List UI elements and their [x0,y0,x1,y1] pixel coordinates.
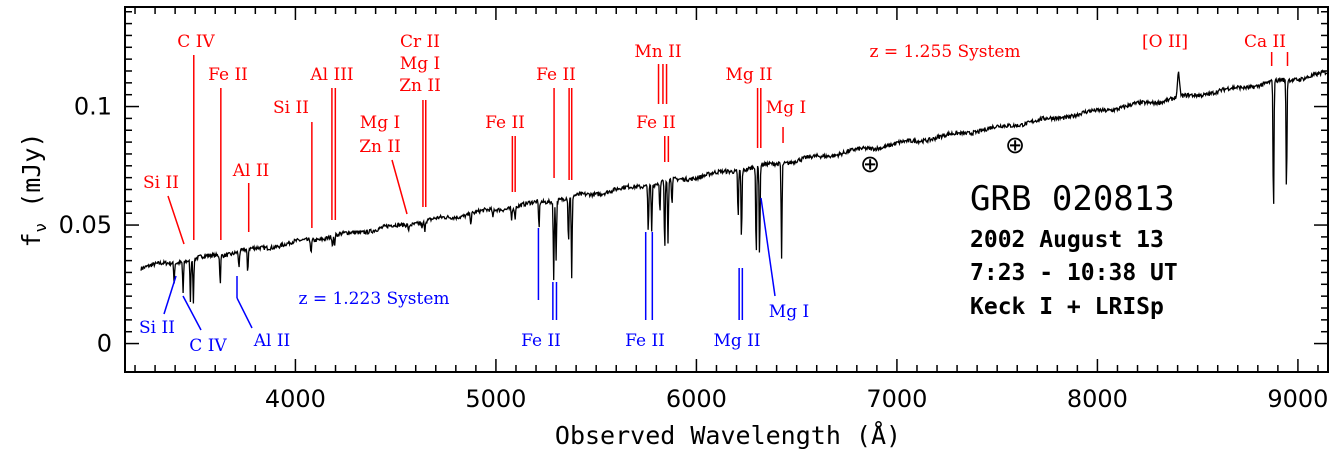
telluric-markers: ⊕ ⊕ [860,131,1025,178]
red-label-si2-a: Si II [143,173,179,193]
red-label-mg1-c: Mg I [766,98,806,118]
red-label-mg2: Mg II [725,65,772,85]
red-line-labels: Si II C IV Fe II Al II Si II Al III Mg I… [143,32,1286,193]
grb-title: GRB 020813 [970,179,1175,219]
system-label-blue: z = 1.223 System [298,289,449,309]
blue-label-fe2-b: Fe II [625,331,665,351]
x-tick-label: 7000 [866,385,927,413]
x-tick-label: 8000 [1067,385,1128,413]
red-marker-line [167,195,185,245]
x-tick-label: 4000 [265,385,326,413]
x-axis-title: Observed Wavelength (Å) [555,421,901,450]
blue-marker-line [760,197,776,297]
observation-time: 7:23 - 10:38 UT [970,260,1178,286]
blue-label-fe2-a: Fe II [521,331,561,351]
red-label-al2: Al II [232,161,270,181]
y-axis-title: fν (mJy) [17,132,50,247]
blue-line-labels: Si II C IV Al II Fe II Fe II Mg II Mg I … [139,289,809,356]
chart-plot-layer: 4000 5000 6000 7000 8000 9000 0 0.05 0.1 [59,6,1329,413]
red-label-c4: C IV [177,32,215,52]
red-label-fe2-b: Fe II [485,113,525,133]
telluric-earth-icon: ⊕ [1005,131,1025,159]
red-label-si2-b: Si II [273,98,309,118]
red-label-zn2-b: Zn II [399,76,441,96]
red-label-fe2-c: Fe II [536,65,576,85]
red-label-o2: [O II] [1142,32,1188,52]
blue-label-al2: Al II [253,331,291,351]
y-axis-title-symbol: f [17,232,46,247]
red-label-zn2-a: Zn II [359,137,401,157]
blue-label-mg2: Mg II [713,331,760,351]
y-axis-title-subscript: ν [31,223,50,233]
red-label-mn2: Mn II [634,42,681,62]
x-tick-label: 5000 [465,385,526,413]
observation-info: GRB 020813 2002 August 13 7:23 - 10:38 U… [970,179,1178,320]
red-label-mg1-a: Mg I [360,113,400,133]
x-tick-label: 6000 [666,385,727,413]
telluric-earth-icon: ⊕ [860,150,880,178]
red-label-al3: Al III [309,65,353,85]
red-label-fe2-a: Fe II [208,65,248,85]
y-tick-label: 0 [97,330,112,358]
spectrum-line [140,69,1329,304]
blue-label-mg1: Mg I [769,302,809,322]
red-label-ca2: Ca II [1244,32,1286,52]
red-marker-line [391,159,408,215]
y-tick-label: 0.05 [59,211,112,239]
observation-date: 2002 August 13 [970,227,1164,253]
y-axis-title-unit: (mJy) [17,132,46,222]
red-label-fe2-d: Fe II [636,113,676,133]
blue-label-si2: Si II [139,318,175,338]
red-label-mg1-b: Mg I [400,54,440,74]
blue-marker-line [182,295,202,331]
y-tick-label: 0.1 [74,93,112,121]
x-tick-label: 9000 [1267,385,1328,413]
svg-text:fν (mJy): fν (mJy) [17,132,50,247]
blue-marker-line [236,297,253,329]
red-label-cr2: Cr II [400,32,440,52]
system-label-red: z = 1.255 System [869,42,1020,62]
instrument: Keck I + LRISp [970,294,1164,320]
blue-label-c4: C IV [189,336,227,356]
blue-marker-line [163,275,177,315]
